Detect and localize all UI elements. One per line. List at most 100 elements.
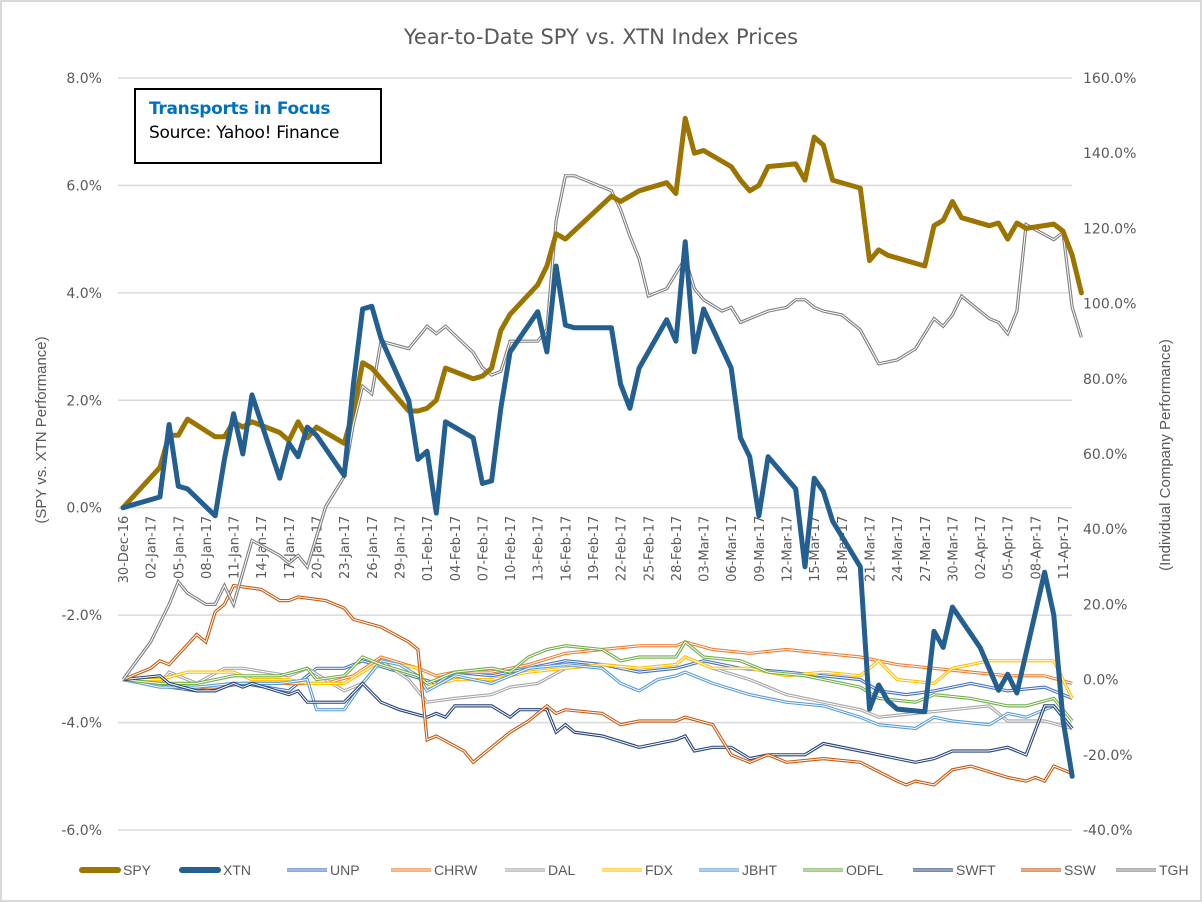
y2-tick-label: 100.0% — [1083, 297, 1136, 313]
y-tick-label: -4.0% — [61, 716, 102, 732]
x-tick-label: 30-Mar-17 — [946, 516, 961, 582]
legend-item-tgh[interactable]: TGH — [1116, 862, 1189, 878]
legend-item-xtn[interactable]: XTN — [179, 862, 251, 878]
gridlines — [118, 77, 1072, 831]
x-axis-ticks: 30-Dec-16 02-Jan-17 05-Jan-17 08-Jan-17 11-J… — [117, 516, 1072, 584]
x-tick-label: 08-Jan-17 — [200, 516, 215, 579]
x-tick-label: 03-Mar-17 — [698, 516, 713, 582]
legend-item-jbht[interactable]: JBHT — [699, 862, 777, 878]
y-tick-label: 8.0% — [66, 71, 102, 87]
x-tick-label: 28-Feb-17 — [670, 516, 685, 581]
x-tick-label: 07-Feb-17 — [476, 516, 491, 581]
legend-item-swft[interactable]: SWFT — [913, 862, 996, 878]
legend-item-chrw[interactable]: CHRW — [391, 862, 478, 878]
series-line-inner — [122, 675, 1073, 763]
legend-label: XTN — [223, 862, 251, 878]
legend-label: SWFT — [956, 862, 996, 878]
y-tick-label: 4.0% — [66, 286, 102, 302]
left-axis-label: (SPY vs. XTN Performance) — [33, 336, 50, 523]
annotation-source: Source: Yahoo! Finance — [149, 123, 340, 143]
x-tick-label: 27-Mar-17 — [919, 516, 934, 582]
x-tick-label: 17-Jan-17 — [283, 516, 298, 579]
x-tick-label: 12-Mar-17 — [781, 516, 796, 582]
y2-tick-label: 40.0% — [1083, 522, 1127, 538]
x-tick-label: 19-Feb-17 — [587, 516, 602, 581]
x-tick-label: 04-Feb-17 — [449, 516, 464, 581]
series-jbht — [122, 659, 1074, 731]
legend-item-odfl[interactable]: ODFL — [803, 862, 884, 878]
y2-tick-label: 60.0% — [1083, 447, 1127, 463]
chart-title: Year-to-Date SPY vs. XTN Index Prices — [403, 25, 798, 49]
legend-item-unp[interactable]: UNP — [287, 862, 360, 878]
x-tick-label: 15-Mar-17 — [808, 516, 823, 582]
legend-label: TGH — [1159, 862, 1189, 878]
series-ssw — [122, 583, 1073, 787]
y2-tick-label: 0.0% — [1083, 673, 1119, 689]
y-tick-label: 6.0% — [66, 178, 102, 194]
left-axis-ticks: 8.0% 6.0% 4.0% 2.0% 0.0% -2.0% -4.0% -6.0% — [61, 71, 102, 839]
x-tick-label: 22-Feb-17 — [615, 516, 630, 581]
series-xtn — [120, 239, 1075, 779]
x-tick-label: 05-Apr-17 — [1002, 516, 1017, 580]
x-tick-label: 20-Jan-17 — [311, 516, 326, 579]
x-tick-label: 02-Jan-17 — [145, 516, 160, 579]
legend-label: ODFL — [846, 862, 884, 878]
x-tick-label: 30-Dec-16 — [117, 516, 132, 584]
y-tick-label: -6.0% — [61, 823, 102, 839]
x-tick-label: 10-Feb-17 — [504, 516, 519, 581]
x-tick-label: 11-Jan-17 — [228, 516, 243, 579]
series-spy — [120, 115, 1084, 511]
legend-label: SPY — [123, 862, 152, 878]
x-tick-label: 29-Jan-17 — [393, 516, 408, 579]
x-tick-label: 09-Mar-17 — [753, 516, 768, 582]
right-axis-ticks: 160.0% 140.0% 120.0% 100.0% 80.0% 60.0% 40.0% 2… — [1083, 71, 1136, 839]
series-odfl — [122, 639, 1074, 723]
series-swft — [122, 674, 1074, 764]
x-tick-label: 21-Mar-17 — [863, 516, 878, 582]
legend-label: SSW — [1064, 862, 1097, 878]
series-line-inner — [122, 641, 1073, 722]
legend-label: CHRW — [434, 862, 478, 878]
series-line-inner — [122, 660, 1073, 730]
x-tick-label: 05-Jan-17 — [172, 516, 187, 579]
x-tick-label: 11-Apr-17 — [1057, 516, 1072, 580]
legend-item-dal[interactable]: DAL — [505, 862, 575, 878]
legend-label: FDX — [645, 862, 674, 878]
x-tick-label: 06-Mar-17 — [725, 516, 740, 582]
x-tick-label: 13-Feb-17 — [532, 516, 547, 581]
legend: SPY XTN UNP CHRW DAL FDX JBHT ODFL SWFT SSW TGH — [79, 862, 1189, 878]
annotation-heading: Transports in Focus — [149, 99, 331, 119]
y2-tick-label: 120.0% — [1083, 221, 1136, 237]
x-tick-label: 24-Mar-17 — [891, 516, 906, 582]
x-tick-label: 26-Jan-17 — [366, 516, 381, 579]
y2-tick-label: 140.0% — [1083, 146, 1136, 162]
legend-item-fdx[interactable]: FDX — [602, 862, 674, 878]
series-dal — [122, 655, 1073, 731]
y-tick-label: -2.0% — [61, 608, 102, 624]
series-line-inner — [122, 656, 1073, 729]
series-line-inner — [122, 585, 1073, 786]
x-tick-label: 25-Feb-17 — [642, 516, 657, 581]
legend-item-ssw[interactable]: SSW — [1021, 862, 1097, 878]
y2-tick-label: -40.0% — [1083, 823, 1133, 839]
x-tick-label: 01-Feb-17 — [421, 516, 436, 581]
y2-tick-label: 20.0% — [1083, 597, 1127, 613]
x-tick-label: 16-Feb-17 — [559, 516, 574, 581]
y-tick-label: 0.0% — [66, 501, 102, 517]
right-axis-label: (Individual Company Performance) — [1157, 339, 1174, 571]
x-tick-label: 23-Jan-17 — [338, 516, 353, 579]
series-line-spy — [120, 115, 1084, 511]
annotation-box: Transports in Focus Source: Yahoo! Finan… — [134, 88, 382, 164]
y2-tick-label: 80.0% — [1083, 372, 1127, 388]
x-tick-label: 02-Apr-17 — [974, 516, 989, 580]
legend-label: JBHT — [742, 862, 777, 878]
y-tick-label: 2.0% — [66, 393, 102, 409]
x-tick-label: 08-Apr-17 — [1029, 516, 1044, 580]
legend-label: UNP — [330, 862, 360, 878]
legend-item-spy[interactable]: SPY — [79, 862, 152, 878]
legend-label: DAL — [548, 862, 575, 878]
series-tgh — [121, 174, 1083, 681]
series-lines — [120, 115, 1084, 787]
y2-tick-label: -20.0% — [1083, 748, 1133, 764]
